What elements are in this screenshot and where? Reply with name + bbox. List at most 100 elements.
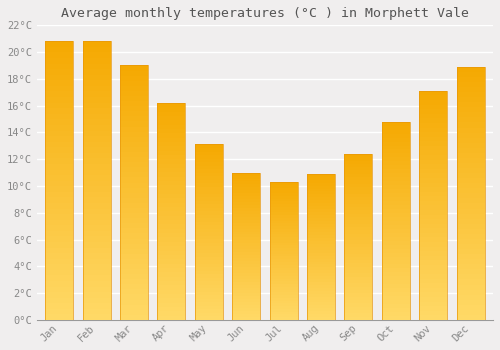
Bar: [45, 41, 74, 47]
Bar: [195, 201, 223, 204]
Bar: [82, 192, 110, 197]
Bar: [344, 264, 372, 267]
Bar: [195, 197, 223, 201]
Bar: [270, 301, 297, 303]
Bar: [158, 107, 186, 112]
Bar: [344, 247, 372, 250]
Bar: [232, 196, 260, 199]
Bar: [456, 168, 484, 173]
Bar: [419, 155, 447, 160]
Bar: [120, 167, 148, 172]
Bar: [419, 270, 447, 274]
Bar: [456, 305, 484, 310]
Bar: [195, 155, 223, 159]
Bar: [270, 262, 297, 265]
Bar: [344, 220, 372, 224]
Bar: [456, 234, 484, 239]
Bar: [120, 152, 148, 157]
Bar: [382, 189, 410, 193]
Bar: [45, 75, 74, 80]
Bar: [307, 206, 335, 209]
Bar: [456, 310, 484, 315]
Bar: [270, 240, 297, 243]
Bar: [270, 204, 297, 207]
Bar: [232, 243, 260, 246]
Bar: [232, 199, 260, 202]
Bar: [344, 293, 372, 297]
Bar: [158, 190, 186, 194]
Bar: [307, 238, 335, 241]
Bar: [307, 308, 335, 311]
Bar: [232, 237, 260, 240]
Bar: [307, 191, 335, 194]
Bar: [270, 309, 297, 312]
Bar: [120, 264, 148, 269]
Bar: [120, 106, 148, 111]
Bar: [232, 261, 260, 264]
Bar: [456, 214, 484, 219]
Bar: [232, 193, 260, 196]
Bar: [195, 204, 223, 208]
Bar: [307, 174, 335, 177]
Bar: [232, 302, 260, 305]
Bar: [382, 221, 410, 225]
Bar: [270, 188, 297, 190]
Bar: [382, 276, 410, 280]
Bar: [232, 226, 260, 229]
Bar: [344, 204, 372, 207]
Bar: [158, 251, 186, 255]
Bar: [419, 137, 447, 141]
Bar: [120, 96, 148, 101]
Bar: [344, 154, 372, 320]
Bar: [419, 91, 447, 320]
Bar: [382, 312, 410, 316]
Bar: [456, 118, 484, 122]
Bar: [158, 173, 186, 177]
Bar: [456, 249, 484, 254]
Bar: [344, 157, 372, 161]
Bar: [120, 116, 148, 121]
Bar: [270, 314, 297, 317]
Bar: [120, 198, 148, 203]
Bar: [82, 86, 110, 91]
Bar: [456, 133, 484, 138]
Bar: [419, 201, 447, 205]
Bar: [45, 136, 74, 142]
Bar: [82, 58, 110, 64]
Bar: [232, 267, 260, 270]
Bar: [382, 130, 410, 134]
Bar: [270, 306, 297, 309]
Bar: [195, 260, 223, 264]
Bar: [270, 265, 297, 267]
Bar: [45, 41, 74, 320]
Bar: [82, 97, 110, 103]
Bar: [344, 230, 372, 233]
Bar: [419, 182, 447, 187]
Bar: [382, 153, 410, 158]
Bar: [307, 224, 335, 226]
Bar: [120, 177, 148, 182]
Bar: [382, 233, 410, 237]
Bar: [232, 176, 260, 178]
Bar: [456, 173, 484, 178]
Bar: [382, 316, 410, 320]
Bar: [195, 295, 223, 299]
Bar: [120, 254, 148, 259]
Bar: [270, 279, 297, 281]
Bar: [195, 250, 223, 253]
Bar: [158, 129, 186, 133]
Bar: [307, 183, 335, 186]
Bar: [120, 203, 148, 208]
Bar: [270, 237, 297, 240]
Bar: [270, 215, 297, 218]
Bar: [344, 310, 372, 313]
Bar: [456, 264, 484, 269]
Bar: [344, 290, 372, 293]
Bar: [307, 291, 335, 294]
Bar: [419, 100, 447, 105]
Bar: [120, 132, 148, 137]
Bar: [158, 168, 186, 173]
Bar: [270, 292, 297, 295]
Bar: [45, 164, 74, 169]
Bar: [344, 250, 372, 253]
